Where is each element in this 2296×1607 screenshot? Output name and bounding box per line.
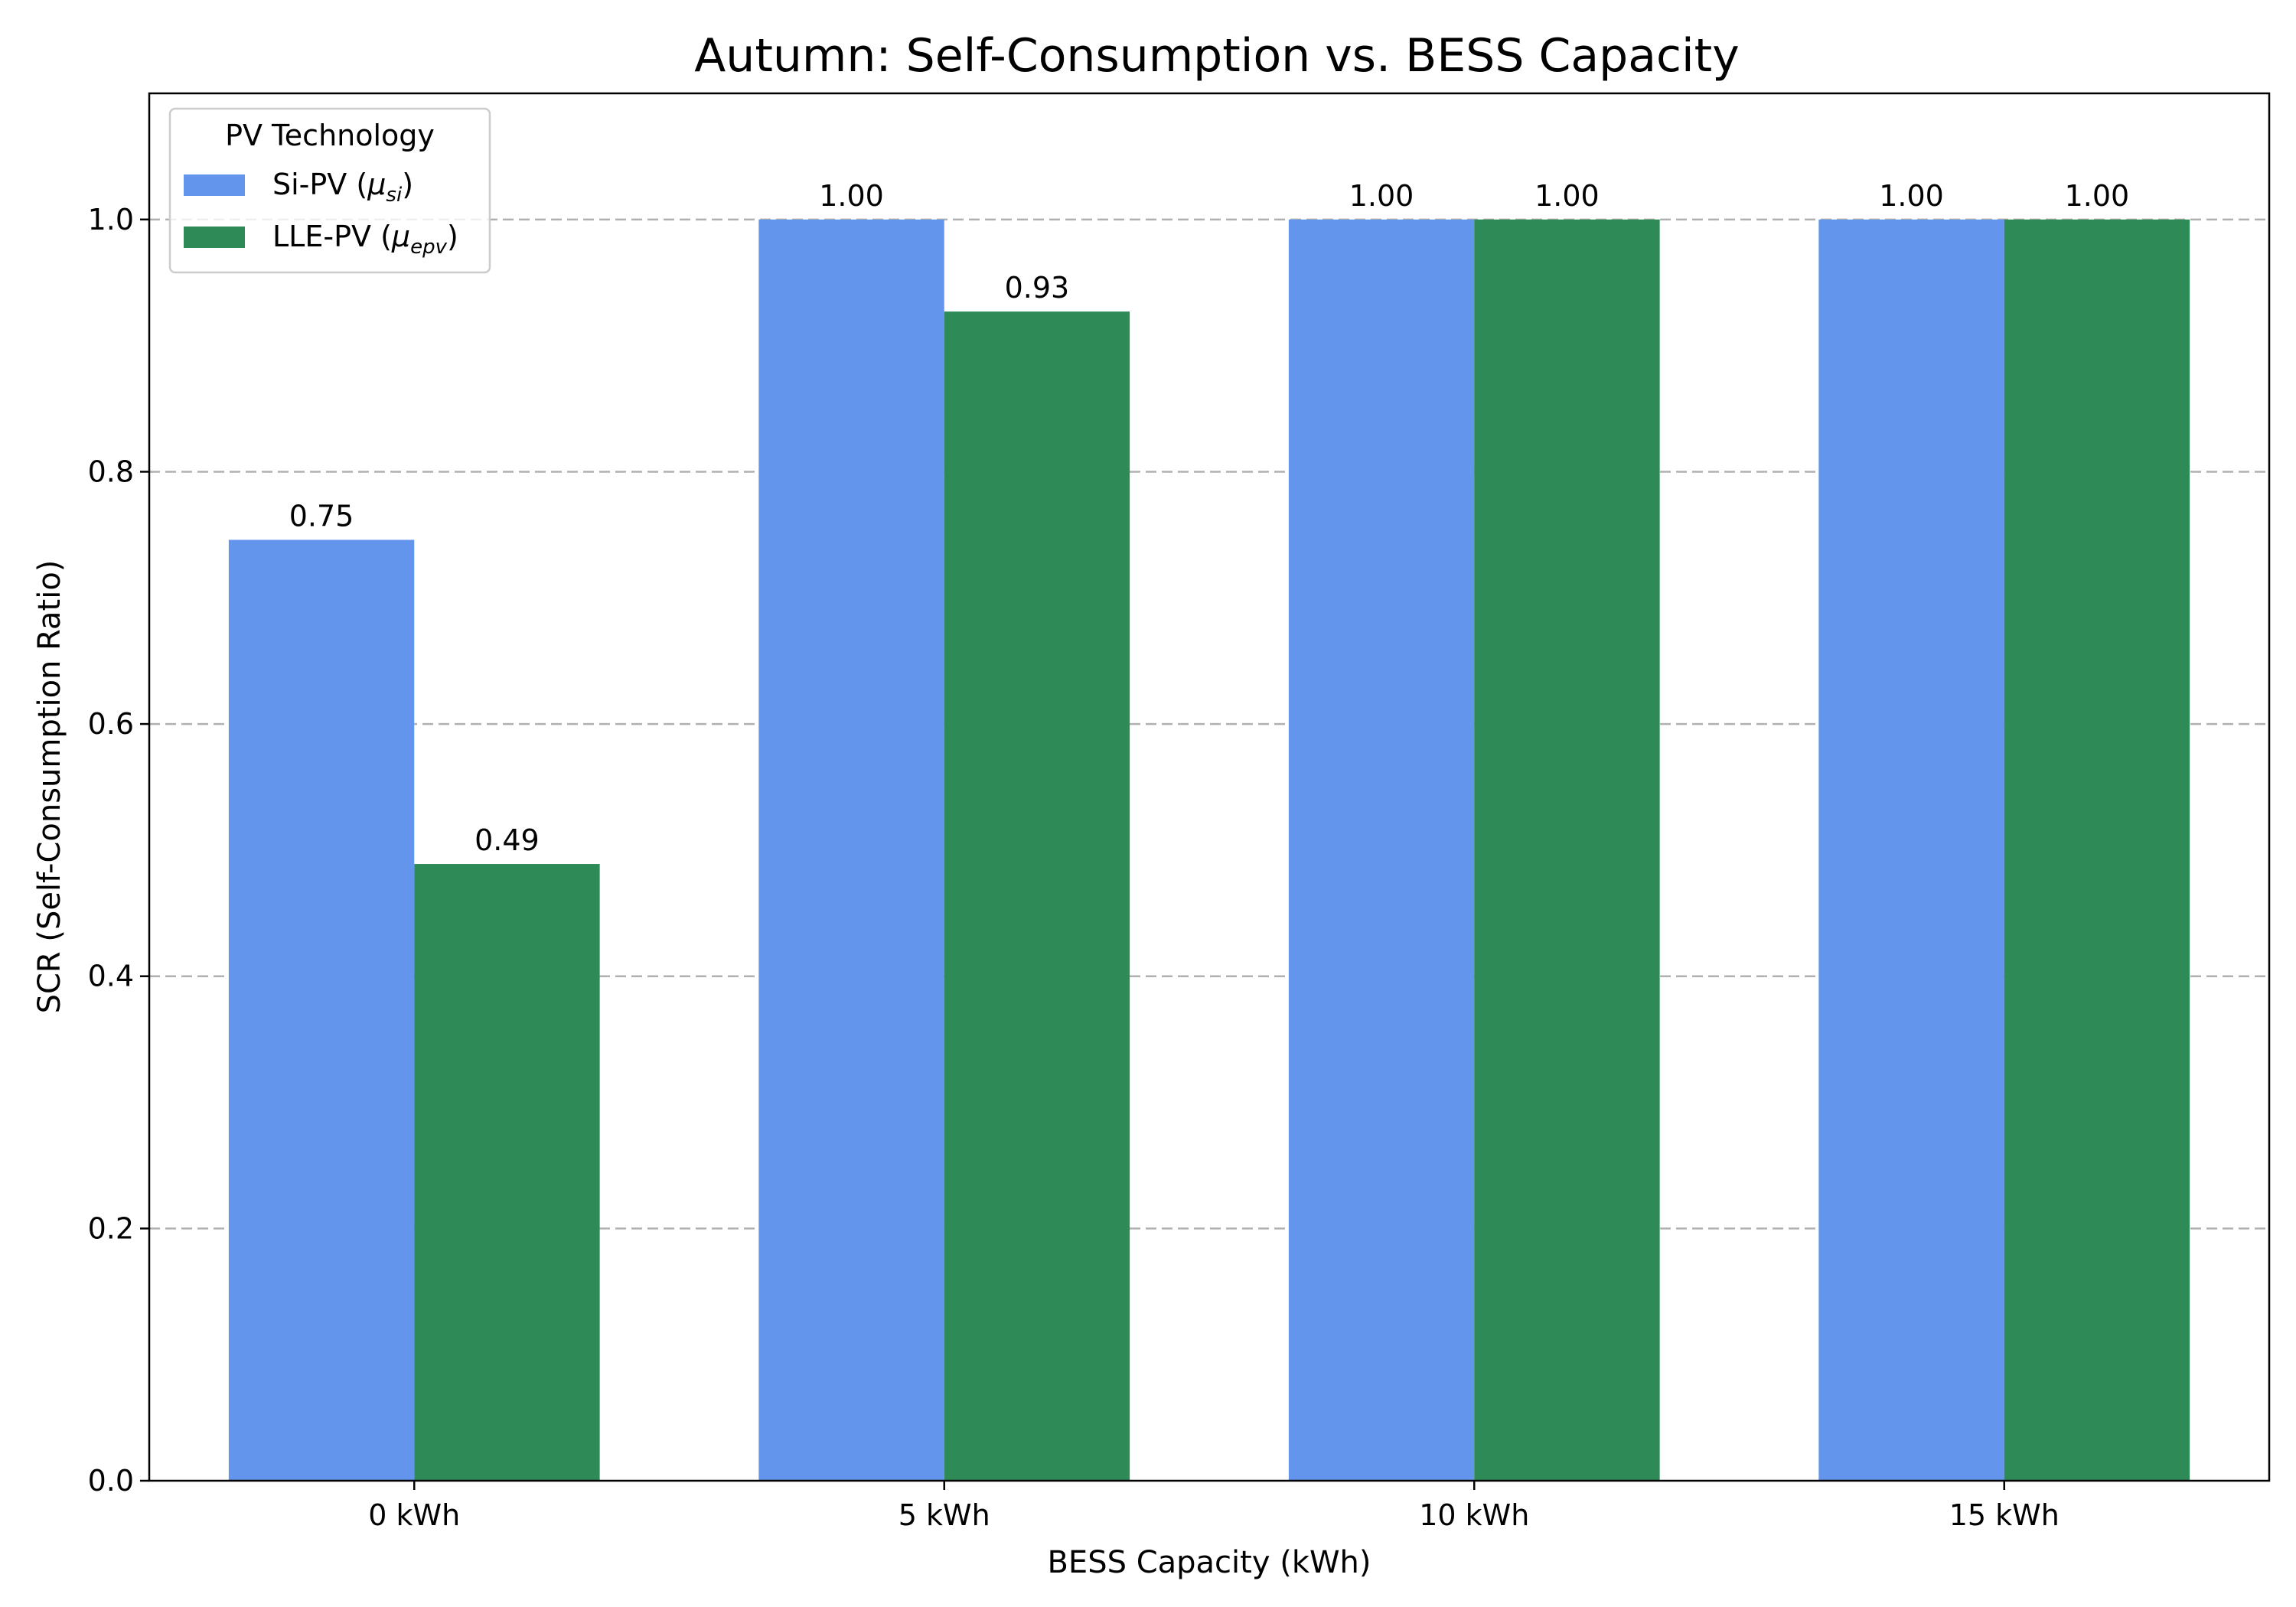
x-tick-label: 5 kWh [899, 1498, 990, 1532]
y-tick-label: 0.0 [88, 1464, 134, 1498]
data-label-lle-pv-5-kwh: 0.93 [1005, 271, 1070, 305]
bar-si-pv-5-kwh [758, 220, 944, 1481]
y-tick-label: 0.6 [88, 707, 134, 741]
legend-swatch-lle-pv [184, 227, 245, 248]
chart-title: Autumn: Self-Consumption vs. BESS Capaci… [694, 29, 1739, 83]
data-label-si-pv-10-kwh: 1.00 [1349, 179, 1414, 213]
legend: PV Technology Si-PV (μsi) LLE-PV (μepv) [170, 109, 490, 272]
x-axis-label: BESS Capacity (kWh) [1047, 1545, 1371, 1580]
y-axis-label: SCR (Self-Consumption Ratio) [32, 560, 67, 1014]
bar-si-pv-15-kwh [1818, 220, 2004, 1481]
y-tick-label: 0.4 [88, 960, 134, 993]
legend-title: PV Technology [225, 119, 435, 152]
y-tick-label: 1.0 [88, 203, 134, 236]
data-label-si-pv-5-kwh: 1.00 [819, 179, 884, 213]
data-label-si-pv-0-kwh: 0.75 [289, 499, 354, 533]
data-label-lle-pv-15-kwh: 1.00 [2065, 179, 2130, 213]
bar-lle-pv-5-kwh [944, 311, 1130, 1481]
data-label-lle-pv-10-kwh: 1.00 [1534, 179, 1600, 213]
data-label-si-pv-15-kwh: 1.00 [1879, 179, 1944, 213]
y-axis-ticks: 0.0 0.2 0.4 0.6 0.8 1.0 [88, 203, 149, 1498]
legend-swatch-si-pv [184, 174, 245, 196]
x-axis-ticks: 0 kWh 5 kWh 10 kWh 15 kWh [368, 1481, 2060, 1532]
y-tick-label: 0.8 [88, 455, 134, 488]
y-tick-label: 0.2 [88, 1211, 134, 1245]
x-tick-label: 10 kWh [1419, 1498, 1529, 1532]
bar-si-pv-10-kwh [1289, 220, 1474, 1481]
data-label-lle-pv-0-kwh: 0.49 [475, 823, 540, 857]
x-tick-label: 15 kWh [1949, 1498, 2060, 1532]
x-tick-label: 0 kWh [368, 1498, 460, 1532]
bar-lle-pv-15-kwh [2004, 220, 2190, 1481]
bar-lle-pv-0-kwh [414, 864, 599, 1481]
bar-lle-pv-10-kwh [1474, 220, 1659, 1481]
bar-si-pv-0-kwh [229, 539, 414, 1481]
